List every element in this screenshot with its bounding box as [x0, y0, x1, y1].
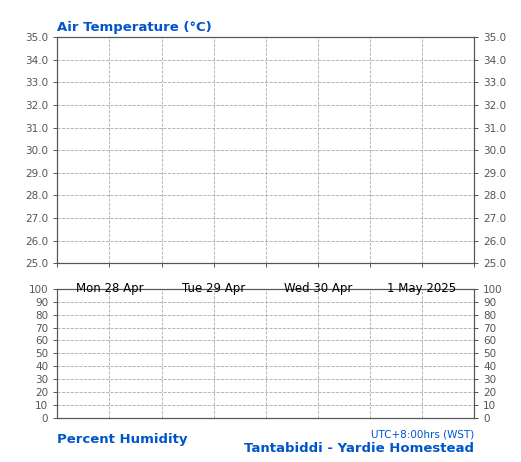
Text: Tue 29 Apr: Tue 29 Apr — [182, 282, 245, 295]
Text: UTC+8:00hrs (WST): UTC+8:00hrs (WST) — [371, 429, 474, 439]
Text: Percent Humidity: Percent Humidity — [57, 433, 188, 446]
Text: 1 May 2025: 1 May 2025 — [388, 282, 456, 295]
Text: Air Temperature (°C): Air Temperature (°C) — [57, 21, 212, 34]
Text: Mon 28 Apr: Mon 28 Apr — [76, 282, 143, 295]
Text: Tantabiddi - Yardie Homestead: Tantabiddi - Yardie Homestead — [244, 442, 474, 455]
Text: Wed 30 Apr: Wed 30 Apr — [283, 282, 352, 295]
